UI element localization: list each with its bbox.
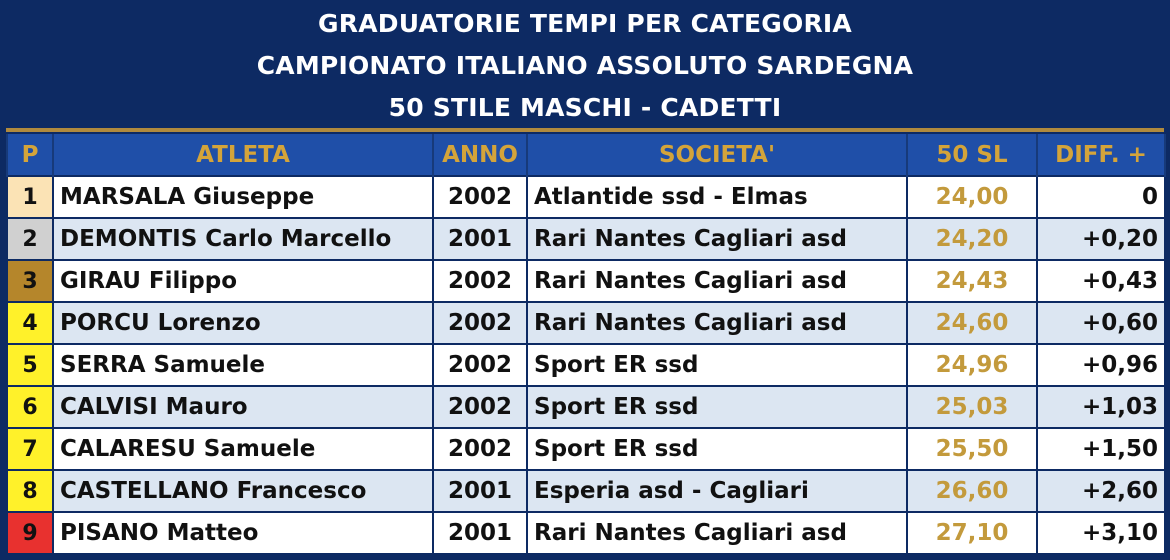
table-row: 4 PORCU Lorenzo 2002 Rari Nantes Cagliari a… [6,301,1166,345]
year-cell: 2002 [432,343,528,387]
header-time: 50 SL [906,134,1038,176]
time-cell: 24,00 [906,175,1038,219]
diff-cell: +3,10 [1036,511,1166,555]
time-cell: 27,10 [906,511,1038,555]
diff-cell: +0,20 [1036,217,1166,261]
athlete-cell: CASTELLANO Francesco [52,469,434,513]
athlete-cell: CALARESU Samuele [52,427,434,471]
position-cell: 1 [6,175,54,219]
time-cell: 24,60 [906,301,1038,345]
club-cell: Atlantide ssd - Elmas [526,175,908,219]
header-year: ANNO [432,134,528,176]
athlete-cell: SERRA Samuele [52,343,434,387]
year-cell: 2001 [432,511,528,555]
club-cell: Sport ER ssd [526,343,908,387]
position-cell: 5 [6,343,54,387]
diff-cell: +1,50 [1036,427,1166,471]
club-cell: Rari Nantes Cagliari asd [526,259,908,303]
diff-cell: +0,60 [1036,301,1166,345]
club-cell: Rari Nantes Cagliari asd [526,511,908,555]
athlete-cell: PISANO Matteo [52,511,434,555]
header-row: P ATLETA ANNO SOCIETA' 50 SL DIFF. + [6,134,1166,176]
table-row: 6 CALVISI Mauro 2002 Sport ER ssd 25,03 +1,03 [6,385,1166,429]
header-diff: DIFF. + [1036,134,1166,176]
club-cell: Rari Nantes Cagliari asd [526,301,908,345]
club-cell: Sport ER ssd [526,385,908,429]
title-line-3: 50 STILE MASCHI - CADETTI [388,93,782,122]
title-block: GRADUATORIE TEMPI PER CATEGORIA CAMPIONA… [6,4,1164,128]
diff-cell: +0,96 [1036,343,1166,387]
time-cell: 24,96 [906,343,1038,387]
year-cell: 2002 [432,427,528,471]
table-row: 3 GIRAU Filippo 2002 Rari Nantes Cagliari a… [6,259,1166,303]
time-cell: 25,50 [906,427,1038,471]
year-cell: 2001 [432,469,528,513]
header-athlete: ATLETA [52,134,434,176]
results-table: P ATLETA ANNO SOCIETA' 50 SL DIFF. + 1 MA… [6,134,1166,555]
club-cell: Esperia asd - Cagliari [526,469,908,513]
table-row: 1 MARSALA Giuseppe 2002 Atlantide ssd - Elm… [6,175,1166,219]
athlete-cell: CALVISI Mauro [52,385,434,429]
time-cell: 25,03 [906,385,1038,429]
title-divider [6,128,1164,132]
time-cell: 26,60 [906,469,1038,513]
position-cell: 7 [6,427,54,471]
diff-cell: +2,60 [1036,469,1166,513]
table-row: 5 SERRA Samuele 2002 Sport ER ssd 24,96 +0,96 [6,343,1166,387]
time-cell: 24,20 [906,217,1038,261]
header-club: SOCIETA' [526,134,908,176]
year-cell: 2001 [432,217,528,261]
diff-cell: +0,43 [1036,259,1166,303]
position-cell: 8 [6,469,54,513]
athlete-cell: MARSALA Giuseppe [52,175,434,219]
position-cell: 4 [6,301,54,345]
diff-cell: +1,03 [1036,385,1166,429]
position-cell: 2 [6,217,54,261]
time-cell: 24,43 [906,259,1038,303]
athlete-cell: GIRAU Filippo [52,259,434,303]
position-cell: 9 [6,511,54,555]
year-cell: 2002 [432,301,528,345]
diff-cell: 0 [1036,175,1166,219]
table-row: 9 PISANO Matteo 2001 Rari Nantes Cagliari a… [6,511,1166,555]
title-line-2: CAMPIONATO ITALIANO ASSOLUTO SARDEGNA [256,51,914,80]
position-cell: 6 [6,385,54,429]
table-row: 7 CALARESU Samuele 2002 Sport ER ssd 25,50 +1… [6,427,1166,471]
year-cell: 2002 [432,259,528,303]
table-row: 8 CASTELLANO Francesco 2001 Esperia asd - C… [6,469,1166,513]
table-row: 2 DEMONTIS Carlo Marcello 2001 Rari Nantes … [6,217,1166,261]
header-position: P [6,134,54,176]
year-cell: 2002 [432,385,528,429]
club-cell: Sport ER ssd [526,427,908,471]
athlete-cell: PORCU Lorenzo [52,301,434,345]
title-line-1: GRADUATORIE TEMPI PER CATEGORIA [318,9,852,38]
club-cell: Rari Nantes Cagliari asd [526,217,908,261]
athlete-cell: DEMONTIS Carlo Marcello [52,217,434,261]
position-cell: 3 [6,259,54,303]
year-cell: 2002 [432,175,528,219]
